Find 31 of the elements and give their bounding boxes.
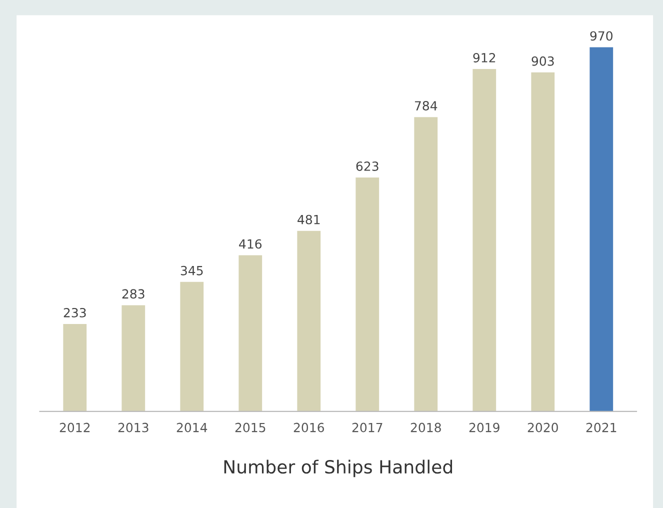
x-tick-label: 2014 — [176, 422, 208, 432]
data-label: 416 — [239, 239, 262, 249]
x-tick-label: 2021 — [586, 422, 616, 432]
bar — [356, 178, 380, 412]
bar — [180, 282, 204, 412]
data-label: 283 — [122, 289, 144, 299]
x-tick-label: 2018 — [410, 422, 441, 432]
data-label: 623 — [356, 162, 378, 171]
data-label: 345 — [180, 266, 203, 276]
bar — [590, 47, 614, 412]
x-tick-label: 2017 — [352, 422, 382, 432]
bar — [472, 69, 496, 412]
bar — [238, 255, 262, 412]
data-label: 481 — [298, 214, 320, 224]
x-tick-label: 2012 — [60, 422, 90, 432]
x-tick-label: 2015 — [235, 422, 266, 432]
x-tick-label: 2019 — [469, 422, 500, 432]
x-tick-label: 2013 — [118, 422, 148, 432]
data-label: 970 — [590, 31, 612, 41]
data-label: 784 — [414, 101, 438, 111]
x-tick-label: 2016 — [294, 422, 324, 432]
data-label: 912 — [473, 52, 496, 62]
x-tick-label: 2020 — [528, 422, 558, 432]
bar — [297, 230, 321, 412]
bar — [122, 305, 146, 412]
bar — [531, 72, 555, 412]
bar — [63, 324, 87, 412]
x-axis-title: Number of Ships Handled — [224, 460, 452, 478]
data-label: 903 — [532, 56, 554, 66]
bar — [414, 117, 438, 412]
data-label: 233 — [64, 308, 86, 318]
